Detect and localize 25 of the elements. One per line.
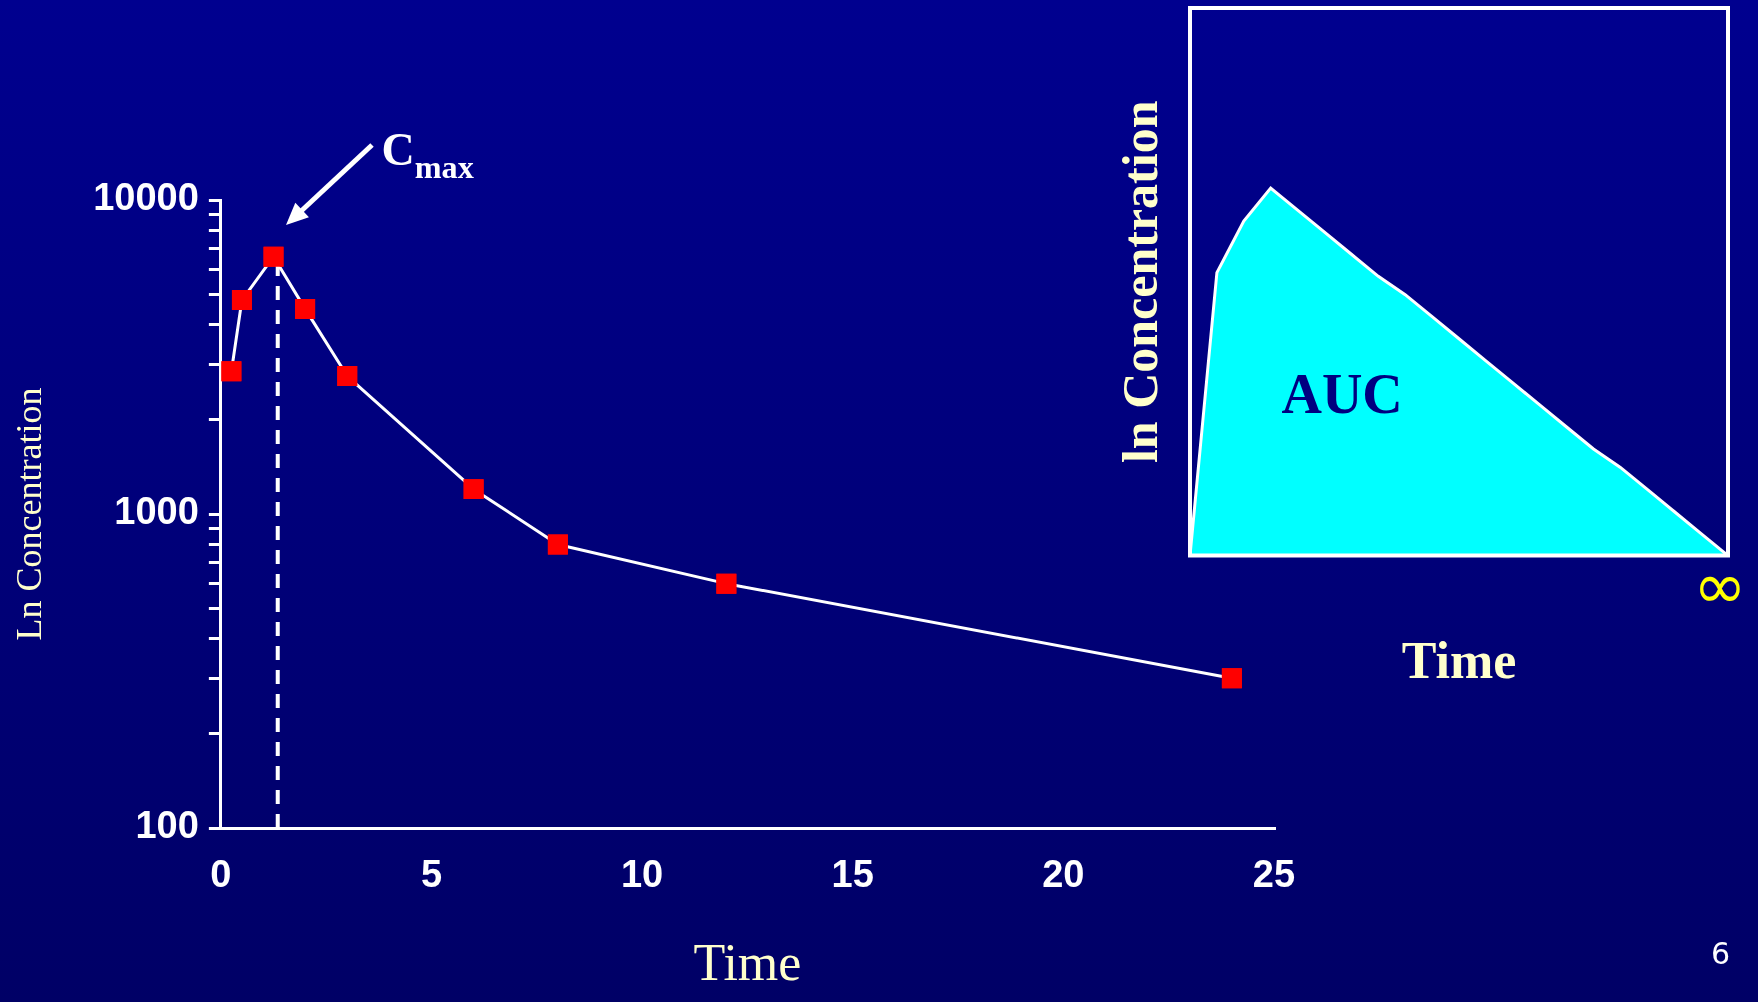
point (231, 290, 252, 311)
x-axis-title: Time (693, 934, 802, 992)
point (1221, 668, 1242, 689)
point (716, 573, 737, 594)
y-tick-label: 100 (135, 804, 199, 847)
x-tick-label: 20 (1042, 853, 1085, 896)
y-tick-label: 10000 (93, 176, 199, 219)
annotation: AUC (1281, 363, 1403, 426)
annotation: ∞ (1693, 549, 1747, 624)
text: 6 (1710, 936, 1730, 971)
y-tick-label: 1000 (114, 490, 199, 533)
x-tick-label: 10 (620, 853, 664, 896)
point (463, 479, 484, 500)
point (263, 246, 284, 267)
x-tick-label: 0 (210, 853, 232, 896)
x-axis-title: Time (1401, 632, 1517, 690)
x-tick-label: 25 (1252, 853, 1296, 896)
point (295, 298, 316, 319)
point (547, 534, 568, 555)
point (221, 361, 242, 382)
y-axis-title: ln Concentration (1111, 100, 1168, 464)
x-tick-label: 5 (420, 853, 443, 896)
y-axis-title: Ln Concentration (9, 387, 50, 641)
x-tick-label: 15 (831, 853, 874, 896)
point (337, 366, 358, 387)
